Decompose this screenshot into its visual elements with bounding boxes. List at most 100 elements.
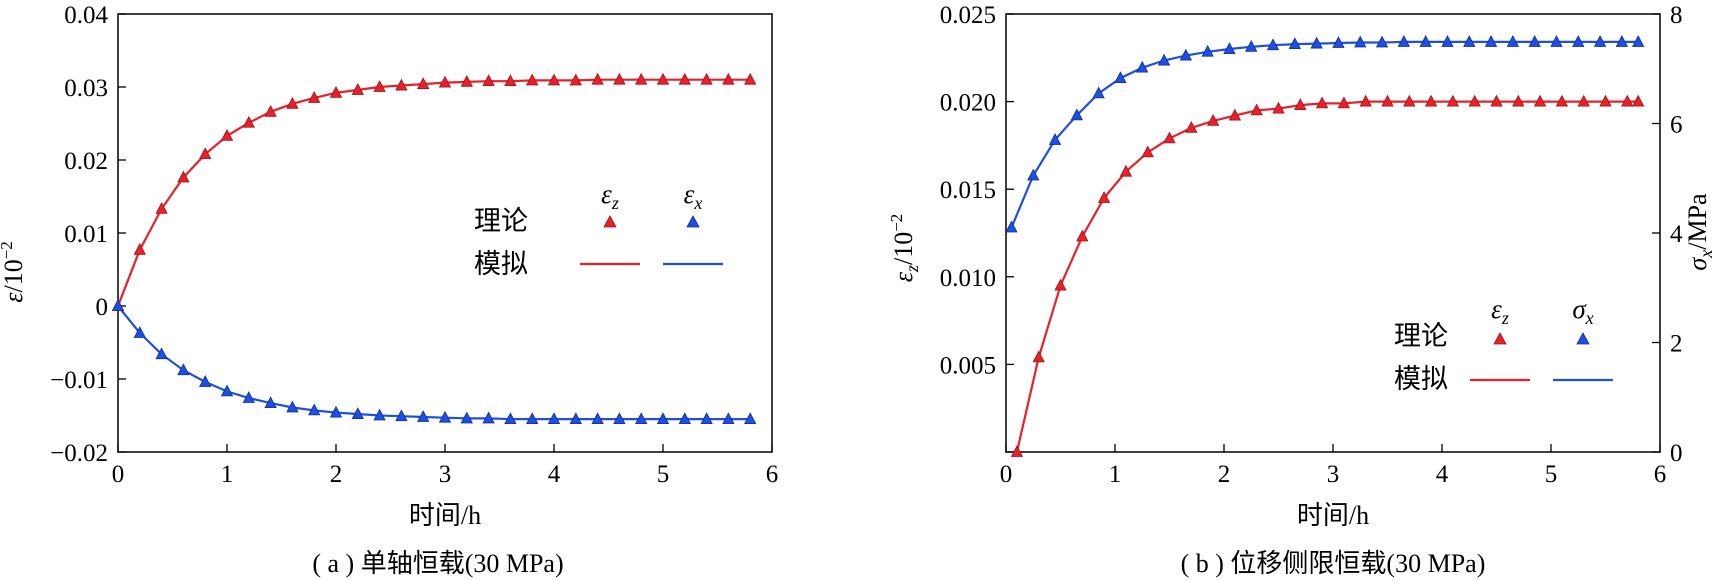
series-marker-red (482, 74, 495, 87)
ytick-label: 0.005 (940, 352, 996, 379)
series-marker-blue (656, 412, 670, 425)
series-marker-red (1599, 94, 1612, 107)
series-marker-blue (744, 412, 757, 425)
series-marker-blue (460, 411, 473, 424)
series-marker-blue (155, 347, 168, 360)
xtick-label: 4 (548, 461, 561, 488)
chart-a-legend-row-sim: 模拟 (474, 249, 528, 279)
xtick-label: 1 (1109, 461, 1122, 488)
series-marker-red (373, 80, 386, 92)
chart-a-caption: ( a ) 单轴恒载(30 MPa) (312, 549, 563, 578)
series-marker-red (1272, 101, 1285, 114)
series-marker-red (351, 83, 364, 95)
series-marker-red (199, 147, 212, 160)
ytick-label: 0.01 (64, 221, 108, 248)
series-marker-red (635, 72, 648, 85)
series-marker-red (177, 170, 190, 183)
chart-b-plot-frame (1005, 13, 1661, 453)
series-marker-blue (1266, 38, 1280, 51)
series-marker-red (1250, 103, 1263, 116)
series-marker-red (1446, 94, 1460, 107)
xtick-label: 4 (1436, 461, 1449, 488)
series-marker-blue (133, 326, 146, 338)
series-marker-blue (1027, 168, 1040, 181)
y2tick-label: 4 (1670, 221, 1683, 248)
series-marker-red (1512, 94, 1525, 107)
ytick-label: 0.03 (64, 75, 108, 102)
series-marker-red (329, 85, 343, 98)
chart-b-y2label: σx/MPa (1683, 193, 1716, 271)
series-marker-blue (438, 410, 452, 423)
chart-b-legend-row-theory: 理论 (1394, 321, 1448, 351)
series-marker-blue (1593, 35, 1607, 47)
ytick-label: 0.015 (940, 177, 996, 204)
series-marker-blue (1179, 48, 1193, 61)
series-marker-red (1359, 94, 1372, 107)
series-marker-blue (526, 412, 539, 425)
series-marker-blue (1550, 35, 1563, 47)
series-marker-blue (1484, 35, 1498, 47)
chart-a-xlabel: 时间/h (409, 501, 481, 530)
ytick-label: 0.025 (940, 2, 996, 29)
series-marker-blue (199, 375, 212, 387)
series-marker-red (1577, 94, 1590, 107)
series-line-red (1015, 100, 1639, 453)
series-marker-blue (242, 391, 255, 403)
series-marker-blue (1223, 42, 1236, 54)
series-marker-red (744, 72, 757, 85)
series-marker-blue (635, 412, 648, 425)
series-marker-blue (264, 396, 277, 408)
chart-b-xlabel: 时间/h (1297, 501, 1369, 530)
series-marker-red (286, 96, 299, 109)
series-marker-blue (1048, 133, 1062, 145)
series-marker-red (1185, 121, 1198, 133)
series-marker-red (220, 129, 234, 141)
series-marker-red (526, 73, 539, 86)
series-marker-red (613, 72, 626, 85)
series-marker-blue (1463, 35, 1476, 47)
ytick-label: 0 (96, 294, 109, 321)
series-marker-red (242, 115, 255, 128)
chart-b-legend-row-sim: 模拟 (1394, 364, 1448, 394)
series-marker-red (1337, 96, 1351, 109)
series-marker-red (1097, 191, 1111, 203)
series-marker-red (504, 74, 517, 87)
series-marker-blue (504, 412, 517, 425)
series-marker-blue (395, 409, 408, 422)
chart-a-legend-col1-header: εz (601, 179, 619, 213)
series-marker-blue (1201, 44, 1214, 57)
series-marker-red (1632, 94, 1645, 107)
y2tick-label: 0 (1670, 440, 1683, 467)
series-marker-blue (1114, 71, 1127, 83)
chart-b-caption: ( b ) 位移侧限恒载(30 MPa) (1181, 549, 1486, 578)
series-marker-red (1163, 131, 1176, 144)
series-marker-blue (373, 408, 386, 421)
series-marker-red (1010, 445, 1024, 457)
xtick-label: 0 (1000, 461, 1013, 488)
series-marker-red (1119, 164, 1133, 177)
series-marker-red (1228, 108, 1242, 121)
chart-b-legend-theory-blue-marker (1576, 332, 1590, 345)
series-marker-blue (1441, 35, 1454, 47)
series-marker-red (395, 78, 408, 91)
series-marker-blue (1354, 35, 1367, 48)
series-marker-red (1141, 145, 1154, 158)
series-marker-blue (678, 412, 691, 425)
series-marker-red (1468, 94, 1481, 107)
series-marker-blue (286, 400, 299, 413)
ytick-label: 0.02 (64, 148, 108, 175)
xtick-label: 3 (1327, 461, 1340, 488)
series-marker-red (700, 72, 713, 85)
xtick-label: 3 (439, 461, 452, 488)
chart-a-legend-row-theory: 理论 (474, 206, 528, 236)
chart-a-legend-theory-blue-marker (686, 215, 700, 228)
series-marker-blue (351, 407, 364, 419)
series-marker-red (1294, 98, 1307, 111)
xtick-label: 2 (1218, 461, 1231, 488)
series-marker-red (133, 242, 146, 255)
series-marker-red (1381, 94, 1394, 107)
chart-a-ylabel: ε/10−2 (0, 241, 28, 303)
series-marker-red (1206, 114, 1220, 126)
xtick-label: 0 (112, 461, 125, 488)
series-marker-red (1076, 229, 1089, 242)
